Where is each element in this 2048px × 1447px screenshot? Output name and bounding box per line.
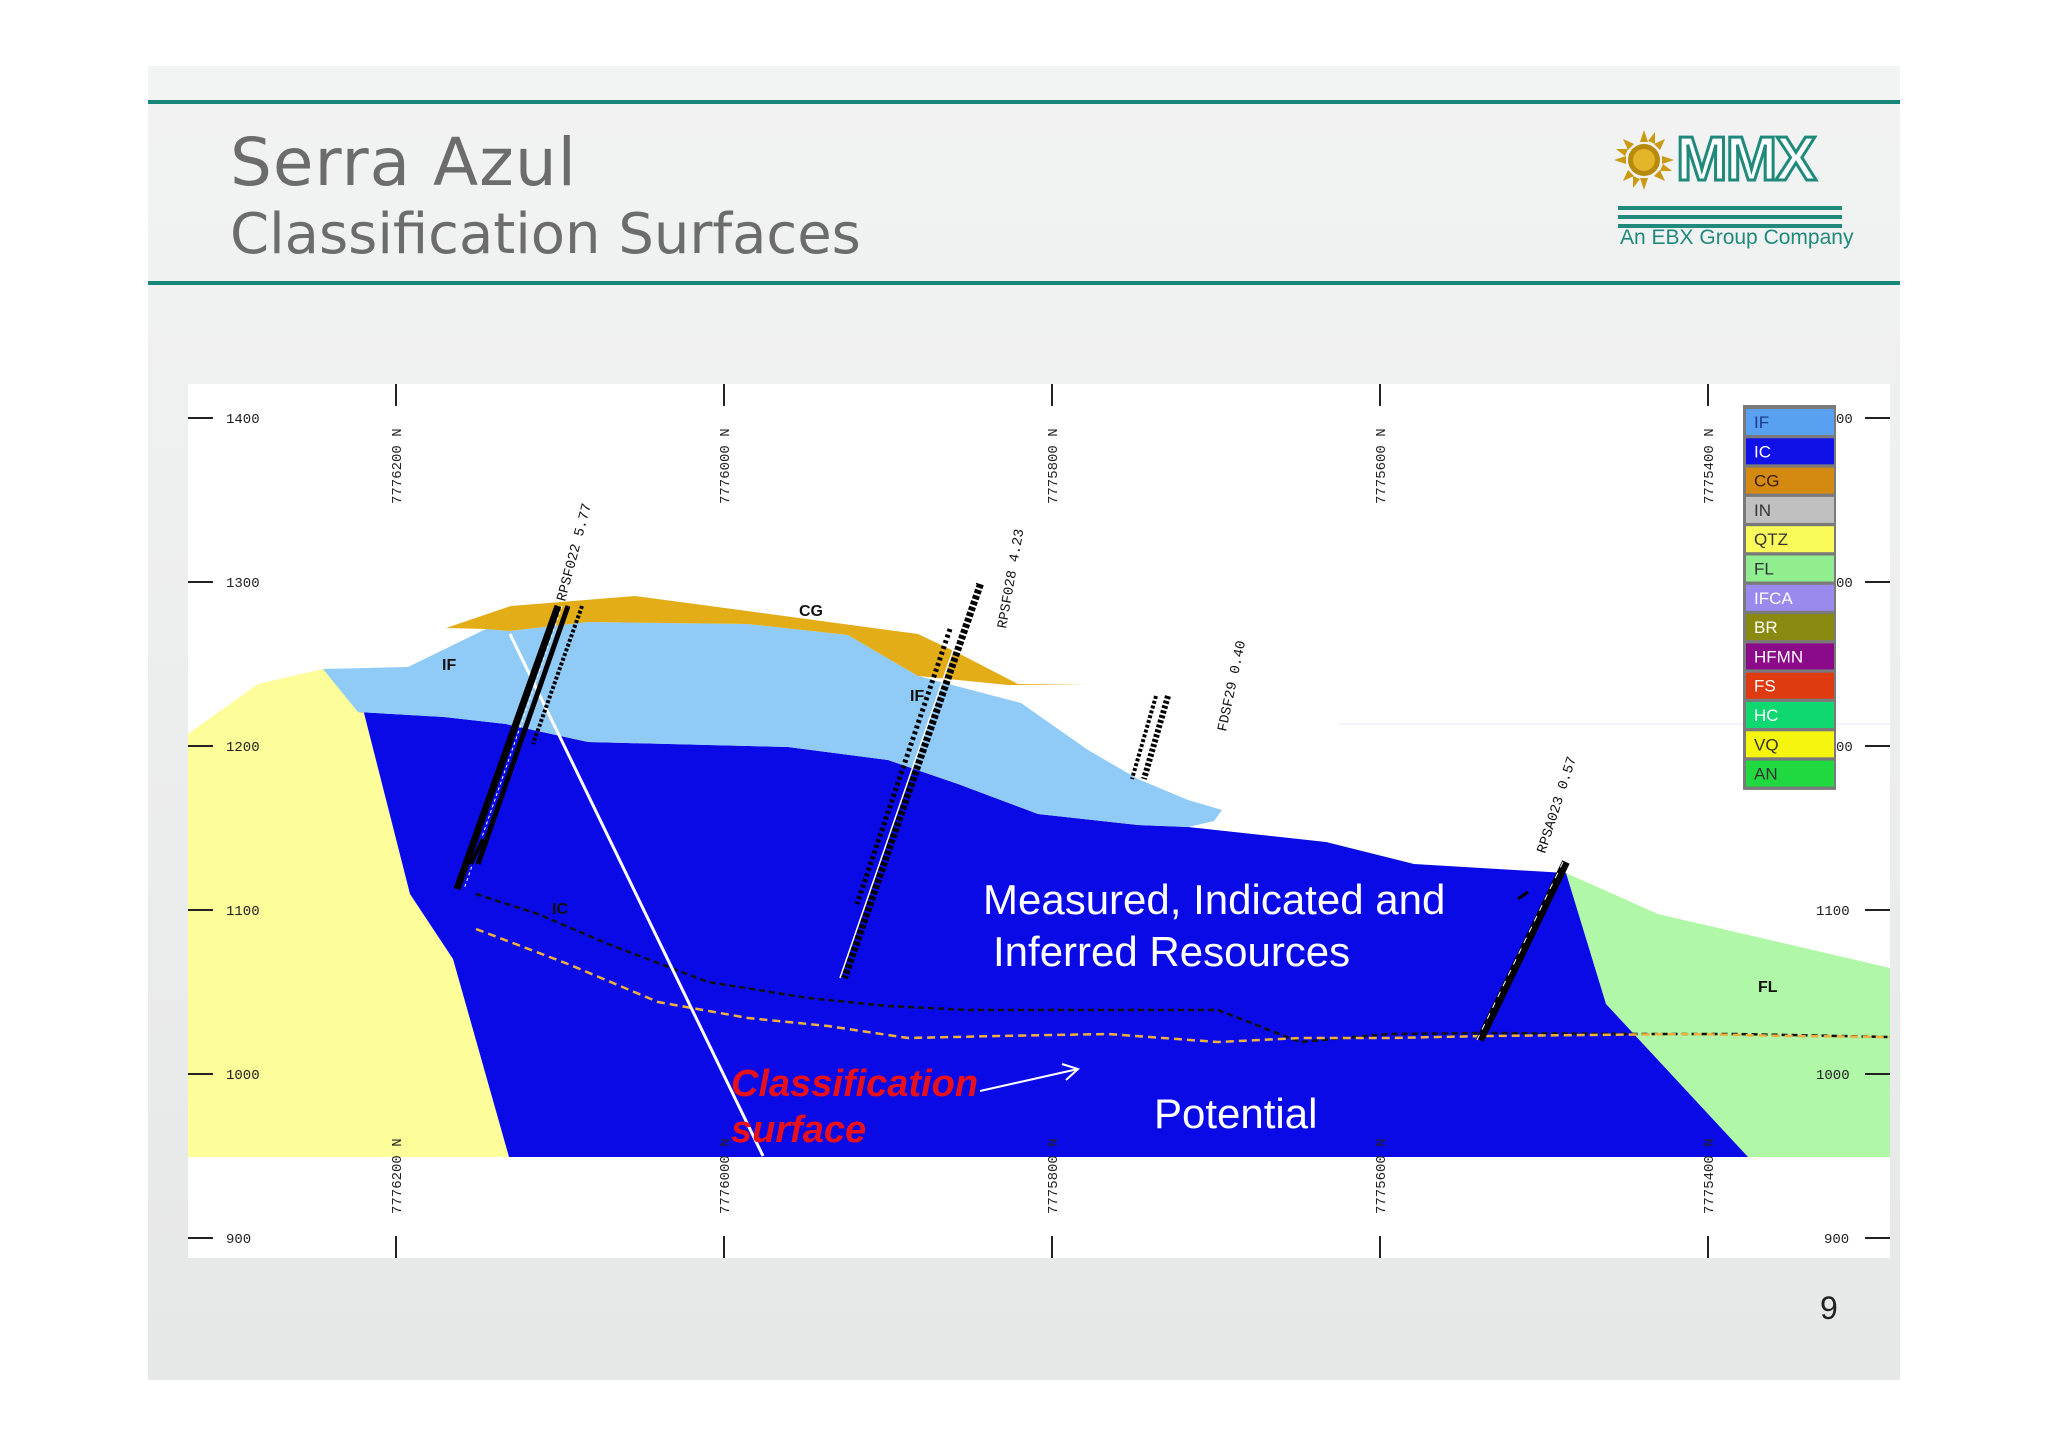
northing-bottom-7776000: 7776000 N	[718, 1138, 734, 1214]
unit-label-cg: CG	[799, 603, 823, 620]
elev-left-1300: 1300	[226, 576, 260, 592]
drillhole-rpsf022	[453, 604, 584, 891]
classification-label-line-1: Classification	[731, 1063, 978, 1105]
legend-swatch-ifca	[1746, 584, 1834, 611]
drillhole-label-rpsf022: RPSF022 5.77	[554, 502, 596, 604]
mmx-logo: MMX	[1614, 126, 1842, 228]
legend-label-vq: VQ	[1754, 735, 1779, 754]
elev-left-1400: 1400	[226, 412, 260, 428]
legend-swatch-hfmn	[1746, 643, 1834, 670]
legend-swatch-an	[1746, 760, 1834, 787]
if-unit	[323, 622, 1222, 827]
drillhole-label-fdsf29: FDSF29 0.40	[1215, 639, 1250, 733]
elev-left-1100: 1100	[226, 904, 260, 920]
legend-label-fs: FS	[1754, 677, 1776, 696]
legend-label-fl: FL	[1754, 560, 1774, 579]
northing-bottom-7776200: 7776200 N	[390, 1138, 406, 1214]
legend-swatch-hc	[1746, 702, 1834, 728]
elev-left-900: 900	[226, 1232, 251, 1248]
northing-ticks	[395, 384, 1709, 1258]
elev-right-1300: 00	[1836, 576, 1853, 592]
page-number: 9	[1820, 1290, 1838, 1326]
cross-section-svg: 1400 1300 1200 1100 1000 900 00 00 00 11…	[188, 384, 1890, 1258]
sun-icon	[1614, 130, 1674, 190]
elev-right-900: 900	[1824, 1232, 1849, 1248]
northing-top-7775400: 7775400 N	[1702, 428, 1718, 504]
cross-section: 1400 1300 1200 1100 1000 900 00 00 00 11…	[188, 384, 1890, 1258]
northing-bottom-7775400: 7775400 N	[1702, 1138, 1718, 1214]
slide-subtitle: Classification Surfaces	[230, 202, 861, 267]
northing-top-7776200: 7776200 N	[390, 428, 406, 504]
northing-bottom-7775600: 7775600 N	[1374, 1138, 1390, 1214]
footwall-unit	[188, 669, 509, 1157]
legend-swatch-br	[1746, 614, 1834, 641]
logo-text: MMX	[1676, 126, 1816, 194]
slide-title: Serra Azul	[230, 124, 577, 201]
header-rule	[148, 281, 1900, 285]
legend-label-an: AN	[1754, 765, 1778, 784]
cg-unit	[446, 596, 1138, 685]
resources-label-line-2: Inferred Resources	[993, 928, 1350, 975]
drillhole-rpsf028	[839, 582, 984, 980]
legend-swatch-if	[1746, 409, 1834, 435]
elevation-ticks	[188, 417, 1890, 1239]
classification-label-line-2: surface	[731, 1109, 866, 1151]
drillhole-fdsf29	[1130, 695, 1171, 780]
northing-top-7775800: 7775800 N	[1046, 428, 1062, 504]
section-line	[508, 633, 765, 1157]
elev-right-1400: 00	[1836, 412, 1853, 428]
northing-top-7775600: 7775600 N	[1374, 428, 1390, 504]
legend-swatch-fl	[1746, 555, 1834, 582]
top-rule	[148, 100, 1900, 104]
unit-label-fl: FL	[1758, 979, 1778, 996]
legend-label-hc: HC	[1754, 706, 1779, 725]
legend-label-hfmn: HFMN	[1754, 647, 1803, 666]
rock-type-legend: IF IC CG IN QTZ FL IFCA BR HFMN FS HC VQ AN	[1743, 405, 1836, 790]
unit-label-if-left: IF	[442, 657, 456, 674]
legend-label-ic: IC	[1754, 442, 1771, 461]
drillhole-rpsa023	[1476, 860, 1570, 1042]
legend-label-qtz: QTZ	[1754, 530, 1788, 549]
unit-label-ic: IC	[552, 901, 568, 918]
legend-swatch-in	[1746, 496, 1834, 523]
legend-swatch-fs	[1746, 672, 1834, 699]
drillhole-label-rpsf028: RPSF028 4.23	[995, 528, 1028, 630]
arrow-head-icon	[1061, 1063, 1080, 1081]
elev-left-1200: 1200	[226, 740, 260, 756]
legend-label-cg: CG	[1754, 472, 1780, 491]
classification-arrow	[979, 1068, 1079, 1092]
elev-right-1200: 00	[1836, 740, 1853, 756]
fl-unit	[1566, 873, 1890, 1157]
legend-swatch-cg	[1746, 467, 1834, 494]
northing-top-7776000: 7776000 N	[718, 428, 734, 504]
elev-right-1000: 1000	[1816, 1068, 1850, 1084]
legend-swatch-qtz	[1746, 526, 1834, 553]
legend-label-ifca: IFCA	[1754, 589, 1793, 608]
legend-label-in: IN	[1754, 501, 1771, 520]
classification-surface-potential	[475, 927, 1890, 1044]
legend-swatch-vq	[1746, 731, 1834, 758]
legend-label-br: BR	[1754, 618, 1778, 637]
northing-bottom-7775800: 7775800 N	[1046, 1138, 1062, 1214]
elev-right-1100: 1100	[1816, 904, 1850, 920]
unit-label-if-center: IF	[910, 688, 924, 705]
potential-label: Potential	[1154, 1090, 1317, 1137]
legend-swatch-ic	[1746, 438, 1834, 465]
classification-surface-measured	[475, 892, 1890, 1044]
resources-label-line-1: Measured, Indicated and	[983, 876, 1445, 923]
legend-label-if: IF	[1754, 413, 1769, 432]
elev-left-1000: 1000	[226, 1068, 260, 1084]
ic-unit	[358, 709, 1748, 1157]
drillhole-label-rpsa023: RPSA023 0.57	[1535, 755, 1581, 856]
logo-tagline: An EBX Group Company	[1620, 226, 1854, 249]
